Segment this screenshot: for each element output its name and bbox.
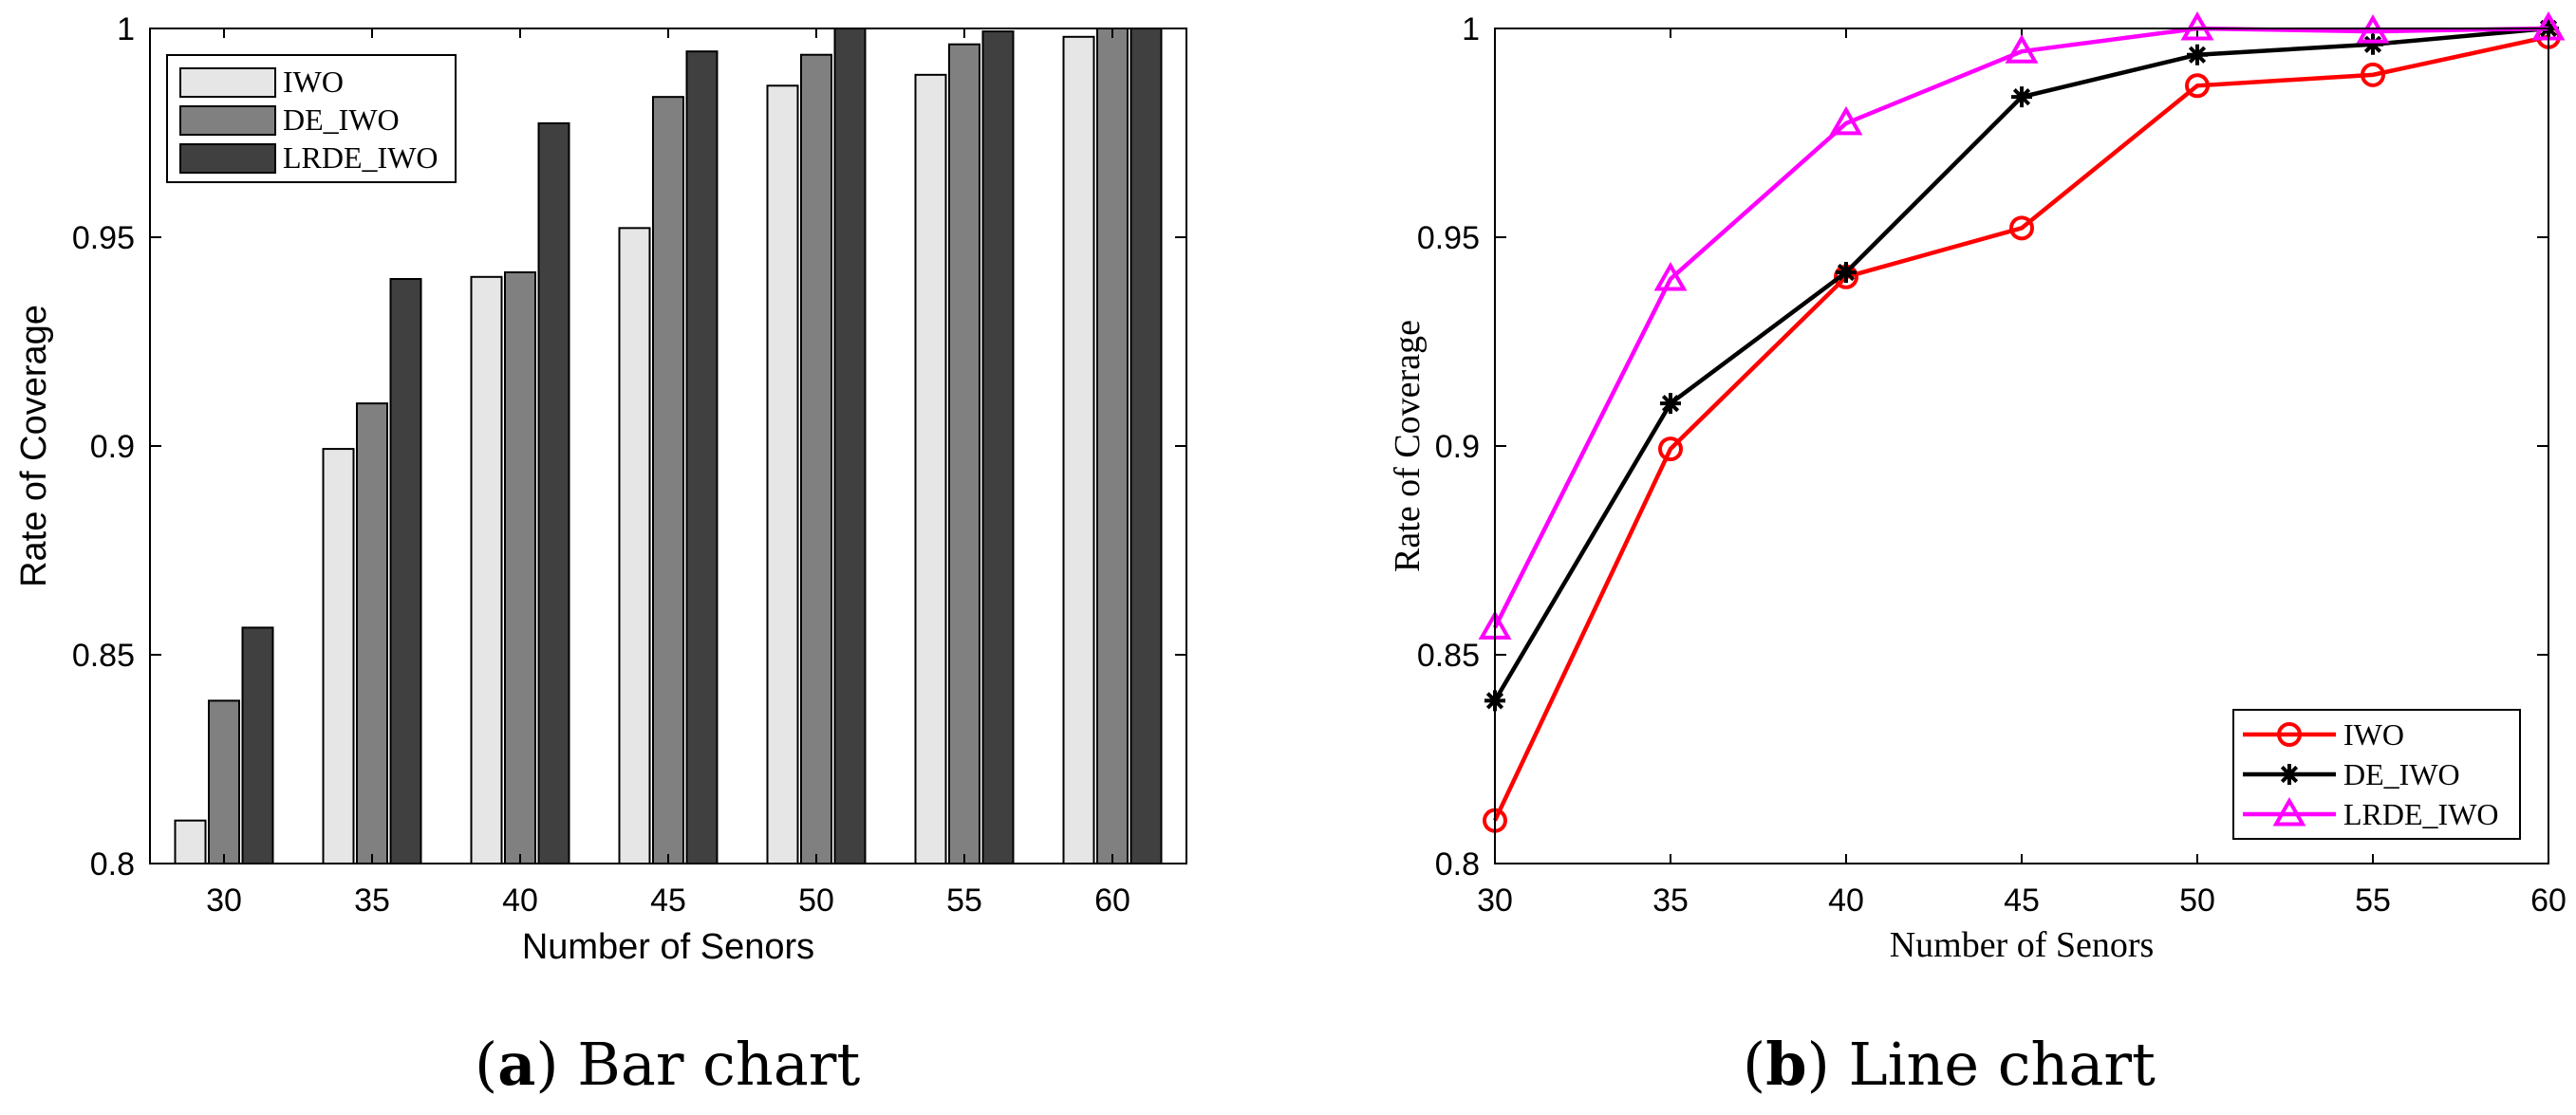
y-tick-label: 0.95	[72, 220, 135, 256]
bar-lrde-iwo-60	[1129, 28, 1163, 864]
legend-marker-iwo	[2277, 722, 2302, 747]
caption-a-letter: a	[497, 1030, 536, 1099]
legend-marker-de-iwo	[2279, 764, 2300, 785]
point-de-iwo-50	[2187, 44, 2208, 65]
point-lrde-iwo-45	[2005, 34, 2039, 64]
x-tick-label: 40	[502, 883, 538, 919]
legend: IWO DE_IWO LRDE_IWO	[2232, 709, 2521, 840]
bar-iwo-45	[618, 227, 651, 864]
caption-b-text: Line chart	[1848, 1030, 2156, 1099]
y-tick-label: 0.9	[1435, 429, 1480, 465]
bar-lrde-iwo-40	[537, 121, 570, 864]
x-tick-label: 50	[798, 883, 834, 919]
legend-label: DE_IWO	[283, 102, 400, 137]
point-lrde-iwo-40	[1829, 105, 1863, 136]
point-lrde-iwo-50	[2180, 10, 2214, 41]
y-axis-label: Rate of Coverage	[1388, 320, 1428, 572]
legend-swatch-lrde-iwo	[179, 143, 276, 174]
x-tick-label: 35	[1652, 883, 1689, 919]
bar-iwo-50	[766, 84, 799, 864]
y-axis-label: Rate of Coverage	[14, 305, 54, 587]
caption-a-text: Bar chart	[577, 1030, 861, 1099]
bar-lrde-iwo-45	[685, 50, 719, 864]
bar-chart-panel: 30 35 40 45 50 55 60 0.8 0.85 0.9 0.95 1 Number of S…	[14, 11, 1187, 967]
x-tick-label: 30	[206, 883, 242, 919]
series-line-lrde-iwo	[1492, 26, 2549, 629]
line-chart-panel: 30 35 40 45 50 55 60 0.8 0.85 0.9 0.95 1 Number of S…	[1388, 10, 2567, 965]
y-tick-label: 0.85	[1417, 638, 1480, 674]
bar-lrde-iwo-30	[241, 626, 274, 865]
plot-frame	[149, 28, 1187, 864]
y-tick-label: 1	[117, 11, 135, 47]
legend-label: IWO	[2343, 717, 2404, 752]
x-tick-label: 45	[650, 883, 686, 919]
legend-swatch-de-iwo	[179, 105, 276, 136]
point-iwo-45	[2009, 215, 2034, 241]
y-tick-label: 0.8	[1435, 846, 1480, 883]
bar-de-iwo-35	[356, 402, 388, 864]
point-de-iwo-55	[2362, 33, 2383, 55]
x-tick-label: 60	[1094, 883, 1130, 919]
plot-frame	[1494, 28, 2549, 864]
legend-label: LRDE_IWO	[283, 140, 439, 175]
point-de-iwo-35	[1660, 393, 1681, 415]
bar-de-iwo-55	[948, 43, 980, 865]
bar-iwo-40	[470, 275, 503, 864]
x-tick-label: 30	[1477, 883, 1513, 919]
bar-de-iwo-40	[504, 270, 536, 864]
point-iwo-55	[2361, 62, 2385, 87]
x-tick-label: 55	[2355, 883, 2391, 919]
series-line-de-iwo	[1493, 26, 2549, 702]
y-tick-label: 0.85	[72, 638, 135, 674]
bar-de-iwo-60	[1096, 28, 1129, 864]
x-tick-label: 55	[946, 883, 982, 919]
legend-label: LRDE_IWO	[2343, 797, 2499, 831]
x-tick-label: 50	[2179, 883, 2215, 919]
x-tick-label: 45	[2004, 883, 2040, 919]
bar-iwo-30	[174, 819, 207, 864]
y-tick-label: 1	[1462, 11, 1480, 47]
series-line-iwo	[1492, 34, 2549, 822]
bar-de-iwo-50	[800, 53, 832, 865]
point-iwo-35	[1658, 437, 1683, 462]
caption-b: (b) Line chart	[1743, 1030, 2156, 1099]
point-iwo-50	[2185, 73, 2210, 99]
bar-lrde-iwo-50	[833, 28, 867, 864]
bar-iwo-60	[1062, 35, 1095, 865]
bar-de-iwo-30	[208, 699, 240, 865]
y-tick-label: 0.9	[90, 429, 135, 465]
y-tick-label: 0.95	[1417, 220, 1480, 256]
x-tick-label: 40	[1828, 883, 1864, 919]
x-axis-label: Number of Senors	[1890, 925, 2155, 965]
legend-label: IWO	[283, 65, 344, 99]
point-de-iwo-40	[1836, 261, 1857, 283]
legend-swatch-iwo	[179, 67, 276, 98]
x-axis-label: Number of Senors	[522, 927, 814, 967]
bar-iwo-35	[322, 448, 355, 864]
legend-label: DE_IWO	[2343, 757, 2460, 791]
point-de-iwo-45	[2011, 86, 2032, 108]
x-tick-label: 60	[2530, 883, 2567, 919]
bar-de-iwo-45	[652, 96, 684, 865]
bar-lrde-iwo-35	[389, 278, 422, 864]
x-tick-label: 35	[354, 883, 390, 919]
caption-a: (a) Bar chart	[475, 1030, 861, 1099]
legend-marker-lrde-iwo	[2272, 796, 2306, 827]
y-tick-label: 0.8	[90, 846, 135, 883]
point-lrde-iwo-35	[1653, 261, 1688, 291]
bar-lrde-iwo-55	[981, 30, 1015, 864]
caption-b-letter: b	[1765, 1030, 1807, 1099]
point-lrde-iwo-55	[2356, 14, 2390, 44]
bar-iwo-55	[914, 73, 947, 864]
